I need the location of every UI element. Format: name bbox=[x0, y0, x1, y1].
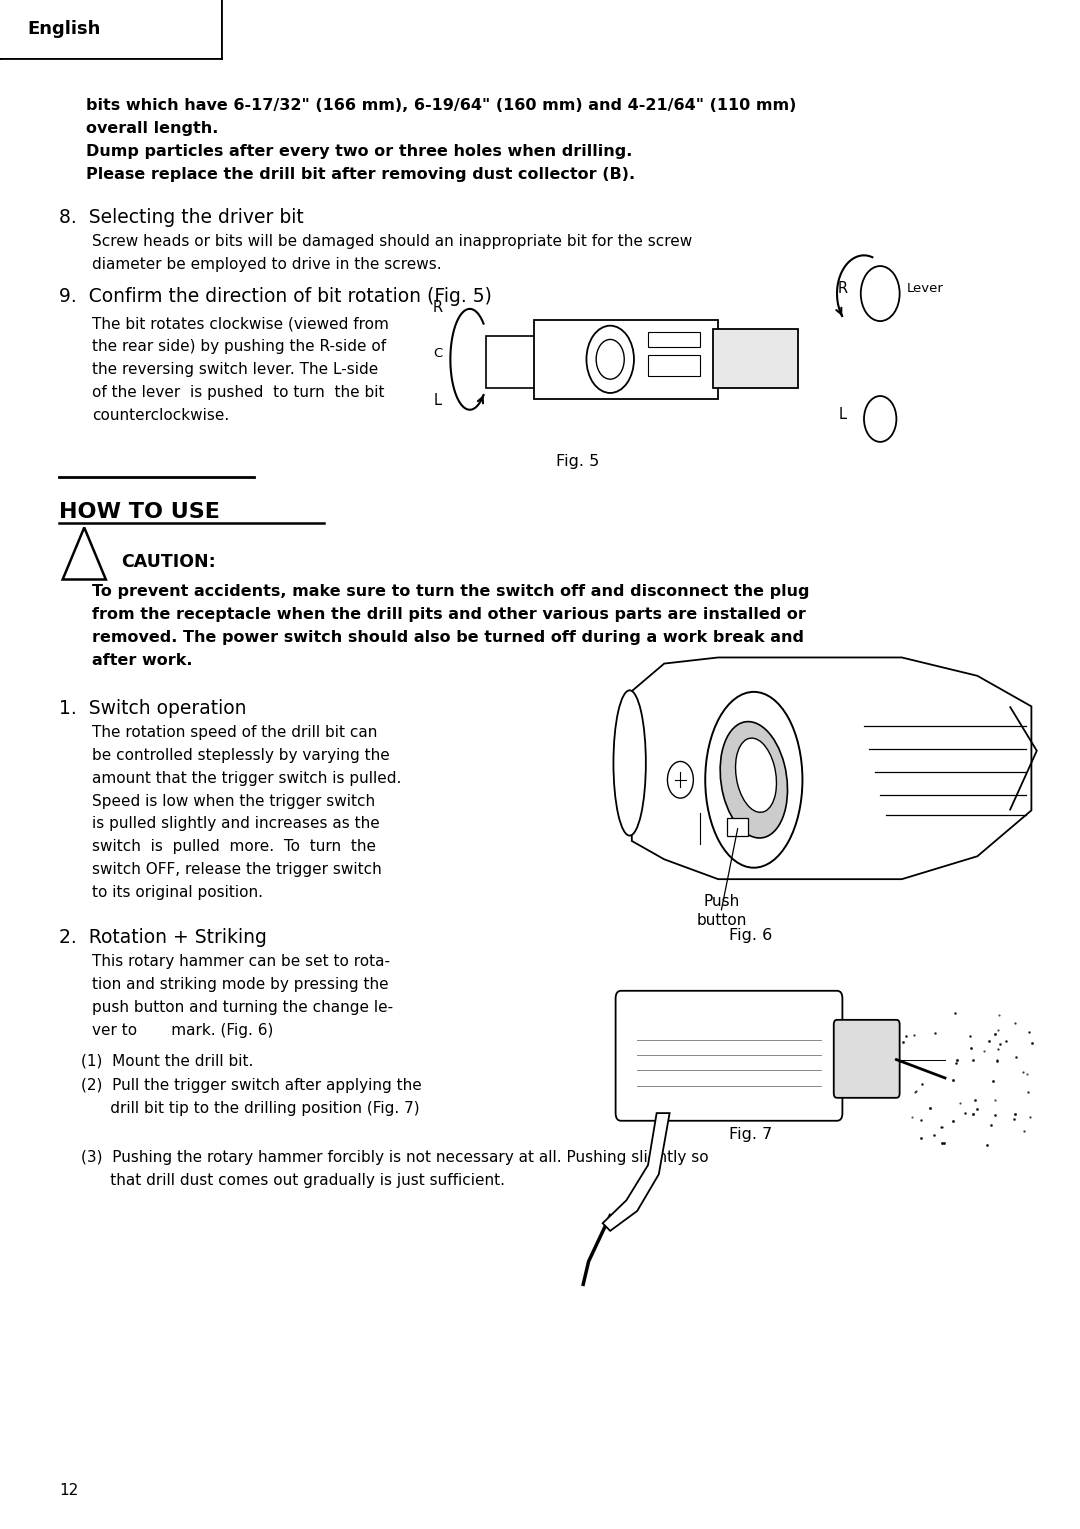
Text: Push: Push bbox=[703, 894, 740, 910]
Text: diameter be employed to drive in the screws.: diameter be employed to drive in the scr… bbox=[92, 257, 442, 272]
Text: push button and turning the change le-: push button and turning the change le- bbox=[92, 1000, 393, 1015]
Text: removed. The power switch should also be turned off during a work break and: removed. The power switch should also be… bbox=[92, 630, 804, 645]
Text: L: L bbox=[433, 393, 442, 408]
Text: Change Lever: Change Lever bbox=[848, 676, 954, 691]
Text: The bit rotates clockwise (viewed from: The bit rotates clockwise (viewed from bbox=[92, 317, 389, 332]
Ellipse shape bbox=[705, 691, 802, 867]
Ellipse shape bbox=[735, 739, 777, 812]
Text: English: English bbox=[27, 20, 100, 38]
Polygon shape bbox=[63, 528, 106, 579]
Text: tion and striking mode by pressing the: tion and striking mode by pressing the bbox=[92, 977, 389, 992]
Text: button: button bbox=[697, 913, 746, 928]
Text: R: R bbox=[837, 281, 848, 297]
FancyBboxPatch shape bbox=[534, 320, 718, 399]
Circle shape bbox=[864, 396, 896, 442]
Text: Speed is low when the trigger switch: Speed is low when the trigger switch bbox=[92, 794, 375, 809]
Text: after work.: after work. bbox=[92, 653, 192, 668]
Text: 1.  Switch operation: 1. Switch operation bbox=[59, 699, 247, 717]
Ellipse shape bbox=[613, 690, 646, 835]
FancyBboxPatch shape bbox=[713, 329, 798, 388]
Bar bbox=[648, 355, 700, 376]
FancyBboxPatch shape bbox=[616, 991, 842, 1121]
Text: Please replace the drill bit after removing dust collector (B).: Please replace the drill bit after remov… bbox=[86, 167, 635, 182]
Text: amount that the trigger switch is pulled.: amount that the trigger switch is pulled… bbox=[92, 771, 401, 786]
Text: that drill dust comes out gradually is just sufficient.: that drill dust comes out gradually is j… bbox=[81, 1173, 505, 1188]
Text: L: L bbox=[838, 407, 847, 422]
Text: switch  is  pulled  more.  To  turn  the: switch is pulled more. To turn the bbox=[92, 839, 376, 855]
Text: overall length.: overall length. bbox=[86, 121, 219, 136]
Text: to its original position.: to its original position. bbox=[92, 885, 262, 901]
Circle shape bbox=[586, 326, 634, 393]
Text: drill bit tip to the drilling position (Fig. 7): drill bit tip to the drilling position (… bbox=[81, 1101, 420, 1116]
Text: HOW TO USE: HOW TO USE bbox=[59, 502, 220, 521]
Text: bits which have 6-17/32" (166 mm), 6-19/64" (160 mm) and 4-21/64" (110 mm): bits which have 6-17/32" (166 mm), 6-19/… bbox=[86, 98, 797, 113]
Bar bbox=[648, 332, 700, 347]
Text: !: ! bbox=[81, 560, 87, 572]
Text: 12: 12 bbox=[59, 1483, 79, 1498]
Circle shape bbox=[667, 761, 693, 798]
Text: is pulled slightly and increases as the: is pulled slightly and increases as the bbox=[92, 816, 379, 832]
Text: C: C bbox=[433, 347, 442, 359]
Text: 2.  Rotation + Striking: 2. Rotation + Striking bbox=[59, 928, 267, 946]
Text: Fig. 6: Fig. 6 bbox=[729, 928, 772, 943]
Text: the reversing switch lever. The L-side: the reversing switch lever. The L-side bbox=[92, 362, 378, 378]
Text: from the receptacle when the drill pits and other various parts are installed or: from the receptacle when the drill pits … bbox=[92, 607, 806, 622]
Text: This rotary hammer can be set to rota-: This rotary hammer can be set to rota- bbox=[92, 954, 390, 969]
Text: 9.  Confirm the direction of bit rotation (Fig. 5): 9. Confirm the direction of bit rotation… bbox=[59, 287, 492, 306]
Text: (3)  Pushing the rotary hammer forcibly is not necessary at all. Pushing slightl: (3) Pushing the rotary hammer forcibly i… bbox=[81, 1150, 708, 1165]
Circle shape bbox=[861, 266, 900, 321]
Text: ver to       mark. (Fig. 6): ver to mark. (Fig. 6) bbox=[92, 1023, 273, 1038]
Text: the rear side) by pushing the R-side of: the rear side) by pushing the R-side of bbox=[92, 339, 386, 355]
Text: R: R bbox=[876, 284, 885, 297]
Text: Dump particles after every two or three holes when drilling.: Dump particles after every two or three … bbox=[86, 144, 633, 159]
Text: Screw heads or bits will be damaged should an inappropriate bit for the screw: Screw heads or bits will be damaged shou… bbox=[92, 234, 692, 249]
Text: 8.  Selecting the driver bit: 8. Selecting the driver bit bbox=[59, 208, 305, 226]
Polygon shape bbox=[632, 657, 1031, 879]
Text: counterclockwise.: counterclockwise. bbox=[92, 408, 229, 424]
Ellipse shape bbox=[720, 722, 787, 838]
Text: CAUTION:: CAUTION: bbox=[121, 553, 216, 572]
Text: Fig. 5: Fig. 5 bbox=[556, 454, 599, 469]
Text: switch OFF, release the trigger switch: switch OFF, release the trigger switch bbox=[92, 862, 381, 878]
Text: Fig. 7: Fig. 7 bbox=[729, 1127, 772, 1142]
Bar bbox=[727, 818, 748, 836]
Text: To prevent accidents, make sure to turn the switch off and disconnect the plug: To prevent accidents, make sure to turn … bbox=[92, 584, 809, 599]
Text: The rotation speed of the drill bit can: The rotation speed of the drill bit can bbox=[92, 725, 377, 740]
Circle shape bbox=[596, 339, 624, 379]
Text: Lever: Lever bbox=[907, 283, 944, 295]
Bar bbox=[0, 0, 221, 58]
FancyBboxPatch shape bbox=[834, 1020, 900, 1098]
Polygon shape bbox=[603, 1113, 670, 1231]
Text: of the lever  is pushed  to turn  the bit: of the lever is pushed to turn the bit bbox=[92, 385, 384, 401]
Text: R: R bbox=[432, 300, 443, 315]
Text: be controlled steplessly by varying the: be controlled steplessly by varying the bbox=[92, 748, 390, 763]
Text: L: L bbox=[877, 411, 883, 420]
Text: (1)  Mount the drill bit.: (1) Mount the drill bit. bbox=[81, 1053, 254, 1069]
FancyBboxPatch shape bbox=[486, 336, 539, 388]
Text: (2)  Pull the trigger switch after applying the: (2) Pull the trigger switch after applyi… bbox=[81, 1078, 422, 1093]
